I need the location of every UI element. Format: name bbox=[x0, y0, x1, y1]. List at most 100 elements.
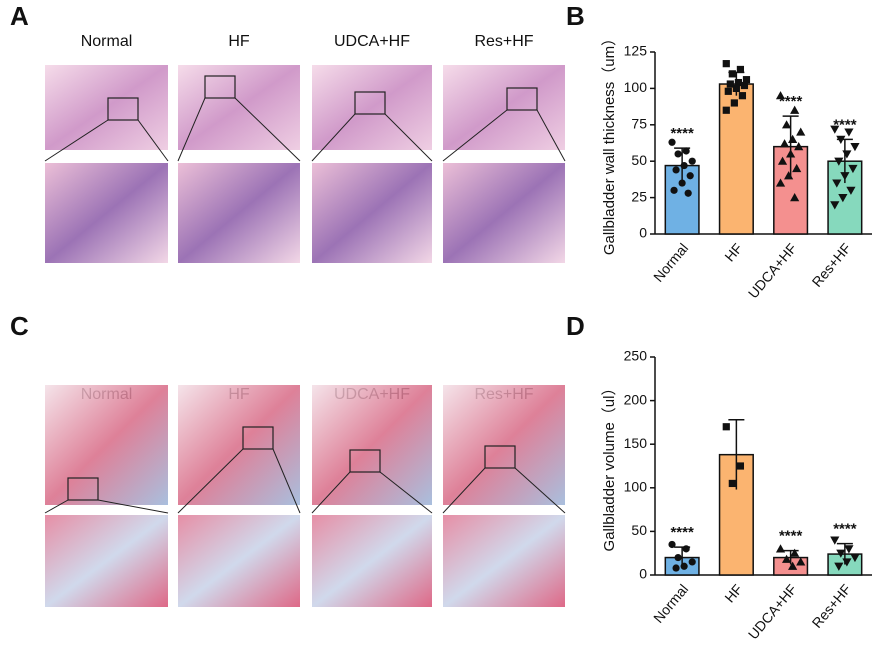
data-point bbox=[722, 106, 730, 114]
panel-letter: B bbox=[566, 1, 585, 31]
column-label: Res+HF bbox=[474, 33, 533, 50]
low-mag-image bbox=[45, 385, 168, 505]
zoom-box bbox=[107, 97, 139, 121]
data-point bbox=[738, 92, 747, 100]
low-mag-image bbox=[45, 65, 168, 150]
y-tick-label: 250 bbox=[624, 348, 648, 364]
data-point bbox=[736, 462, 745, 470]
x-tick-label: UDCA+HF bbox=[745, 581, 800, 642]
bar-chart: 0 50 100 150 200 250 Gallbladder volume（ul） ***… bbox=[601, 348, 872, 642]
low-mag-image bbox=[178, 385, 300, 505]
high-mag-image bbox=[45, 515, 168, 607]
charts: 0 25 50 75 100 125 Gallbladder wall thickness（… bbox=[601, 31, 872, 642]
panel-letter: C bbox=[10, 311, 29, 341]
data-point bbox=[728, 479, 736, 488]
x-tick-label: HF bbox=[721, 581, 745, 606]
y-axis-label: Gallbladder wall thickness（um） bbox=[601, 31, 618, 255]
high-mag-image bbox=[443, 163, 565, 263]
panel-letter: A bbox=[10, 1, 29, 31]
histology-images: NormalHFUDCA+HFRes+HFNormalHFUDCA+HFRes+… bbox=[44, 33, 566, 607]
low-mag-image bbox=[443, 385, 565, 505]
zoom-box bbox=[242, 426, 274, 450]
data-point bbox=[781, 554, 792, 563]
significance-label: **** bbox=[670, 524, 694, 541]
y-axis-label: Gallbladder volume（ul） bbox=[601, 381, 618, 552]
y-tick-label: 0 bbox=[639, 566, 647, 582]
column-label: Normal bbox=[81, 33, 133, 50]
data-point bbox=[775, 544, 786, 553]
x-tick-label: Normal bbox=[650, 240, 691, 285]
y-tick-label: 100 bbox=[624, 479, 648, 495]
y-tick-label: 125 bbox=[624, 43, 648, 59]
data-point bbox=[781, 120, 792, 129]
data-point bbox=[682, 545, 690, 553]
data-point bbox=[668, 138, 676, 146]
zoom-line bbox=[234, 97, 301, 162]
y-tick-label: 50 bbox=[631, 522, 647, 538]
data-point bbox=[734, 78, 742, 87]
data-point bbox=[722, 60, 730, 68]
x-tick-label: Res+HF bbox=[808, 240, 854, 290]
data-point bbox=[836, 549, 846, 558]
data-point bbox=[834, 157, 844, 166]
low-mag-image bbox=[178, 65, 300, 150]
data-point bbox=[832, 179, 842, 188]
data-point bbox=[736, 65, 745, 74]
data-point bbox=[726, 80, 734, 88]
zoom-box bbox=[204, 75, 236, 99]
data-point bbox=[674, 150, 682, 158]
zoom-line bbox=[311, 471, 351, 514]
data-point bbox=[830, 536, 840, 545]
zoom-line bbox=[311, 113, 356, 162]
data-point bbox=[678, 179, 686, 187]
data-point bbox=[674, 553, 682, 562]
bar bbox=[773, 145, 809, 235]
data-point bbox=[788, 134, 798, 143]
data-point bbox=[830, 125, 840, 134]
data-point bbox=[688, 558, 696, 566]
x-tick-label: Normal bbox=[650, 581, 691, 626]
zoom-line bbox=[177, 448, 244, 514]
data-point bbox=[730, 99, 738, 107]
data-point bbox=[672, 166, 680, 174]
data-point bbox=[850, 143, 860, 152]
data-point bbox=[779, 139, 790, 148]
y-tick-label: 75 bbox=[631, 116, 647, 132]
zoom-line bbox=[137, 119, 169, 162]
data-point bbox=[724, 87, 732, 95]
data-point bbox=[742, 76, 751, 84]
zoom-line bbox=[177, 97, 206, 162]
high-mag-image bbox=[312, 163, 432, 263]
y-tick-label: 50 bbox=[631, 152, 647, 168]
data-point bbox=[840, 172, 850, 181]
significance-label: **** bbox=[833, 521, 857, 538]
data-point bbox=[830, 201, 840, 210]
x-tick-label: HF bbox=[721, 240, 745, 265]
x-tick-label: Res+HF bbox=[808, 581, 854, 631]
column-label: HF bbox=[228, 33, 250, 50]
data-point bbox=[775, 91, 786, 100]
data-point bbox=[790, 105, 800, 114]
y-tick-label: 200 bbox=[624, 391, 648, 407]
data-point bbox=[842, 558, 852, 567]
zoom-line bbox=[44, 119, 109, 162]
data-point bbox=[682, 147, 690, 155]
data-point bbox=[688, 157, 696, 165]
data-point bbox=[686, 172, 694, 180]
significance-label: **** bbox=[779, 93, 803, 110]
data-point bbox=[788, 561, 798, 570]
zoom-line bbox=[272, 448, 301, 514]
zoom-line bbox=[442, 467, 486, 514]
high-mag-image bbox=[443, 515, 565, 607]
data-point bbox=[728, 70, 736, 78]
high-mag-image bbox=[45, 163, 168, 263]
data-point bbox=[790, 548, 800, 557]
data-point bbox=[850, 553, 860, 563]
data-point bbox=[680, 161, 688, 170]
low-mag-image bbox=[443, 65, 565, 150]
significance-label: **** bbox=[779, 528, 803, 545]
y-tick-label: 150 bbox=[624, 435, 648, 451]
zoom-line bbox=[44, 499, 69, 514]
data-point bbox=[846, 186, 856, 195]
